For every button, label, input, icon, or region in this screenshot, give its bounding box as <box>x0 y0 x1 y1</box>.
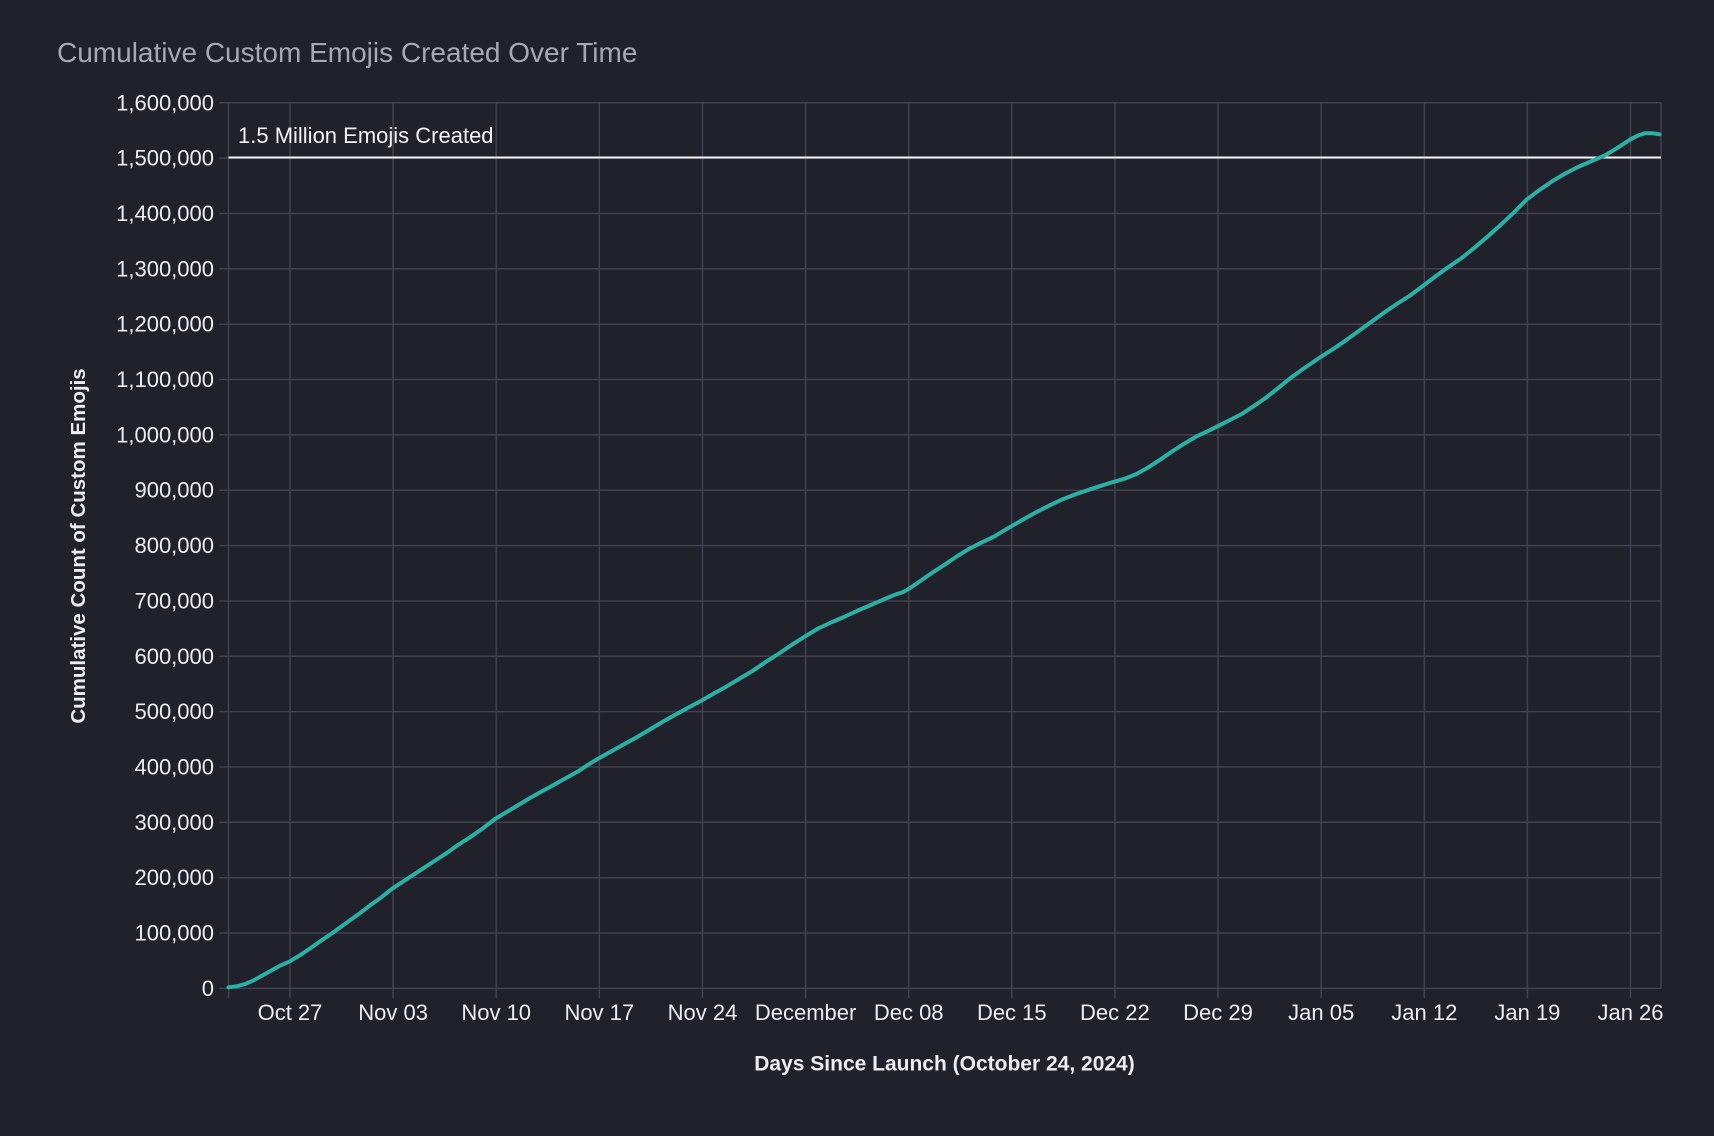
svg-text:Days Since Launch (October 24,: Days Since Launch (October 24, 2024) <box>754 1053 1134 1076</box>
svg-text:700,000: 700,000 <box>134 589 214 614</box>
svg-text:Jan 12: Jan 12 <box>1391 1000 1457 1025</box>
svg-text:Dec 08: Dec 08 <box>874 1000 944 1025</box>
svg-text:800,000: 800,000 <box>134 533 214 558</box>
svg-text:1,100,000: 1,100,000 <box>116 367 214 392</box>
svg-text:1,300,000: 1,300,000 <box>116 256 214 281</box>
svg-text:400,000: 400,000 <box>134 755 214 780</box>
svg-text:Nov 10: Nov 10 <box>461 1000 531 1025</box>
svg-text:1,600,000: 1,600,000 <box>116 90 214 115</box>
svg-text:300,000: 300,000 <box>134 810 214 835</box>
svg-text:100,000: 100,000 <box>134 921 214 946</box>
svg-text:Cumulative Count of Custom Emo: Cumulative Count of Custom Emojis <box>67 368 90 723</box>
svg-text:Jan 26: Jan 26 <box>1597 1000 1663 1025</box>
svg-text:900,000: 900,000 <box>134 478 214 503</box>
svg-text:1,200,000: 1,200,000 <box>116 312 214 337</box>
svg-text:Dec 15: Dec 15 <box>977 1000 1047 1025</box>
svg-text:Nov 03: Nov 03 <box>358 1000 428 1025</box>
svg-text:Oct 27: Oct 27 <box>258 1000 323 1025</box>
svg-text:Nov 24: Nov 24 <box>668 1000 738 1025</box>
svg-text:Cumulative Custom Emojis Creat: Cumulative Custom Emojis Created Over Ti… <box>57 37 637 68</box>
svg-text:1,500,000: 1,500,000 <box>116 146 214 171</box>
svg-text:1,000,000: 1,000,000 <box>116 422 214 447</box>
svg-text:December: December <box>755 1000 856 1025</box>
svg-text:Nov 17: Nov 17 <box>564 1000 634 1025</box>
svg-text:Dec 29: Dec 29 <box>1183 1000 1253 1025</box>
svg-text:Jan 05: Jan 05 <box>1288 1000 1354 1025</box>
svg-text:600,000: 600,000 <box>134 644 214 669</box>
svg-text:1.5 Million Emojis Created: 1.5 Million Emojis Created <box>238 123 494 148</box>
svg-text:200,000: 200,000 <box>134 865 214 890</box>
svg-text:0: 0 <box>202 976 214 1001</box>
svg-text:Dec 22: Dec 22 <box>1080 1000 1150 1025</box>
svg-text:500,000: 500,000 <box>134 699 214 724</box>
svg-text:Jan 19: Jan 19 <box>1494 1000 1560 1025</box>
svg-text:1,400,000: 1,400,000 <box>116 201 214 226</box>
